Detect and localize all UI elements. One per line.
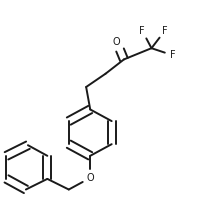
Text: F: F xyxy=(161,26,167,36)
Text: O: O xyxy=(112,37,120,47)
Text: F: F xyxy=(139,26,144,36)
Text: O: O xyxy=(86,173,94,183)
Text: F: F xyxy=(169,50,175,60)
